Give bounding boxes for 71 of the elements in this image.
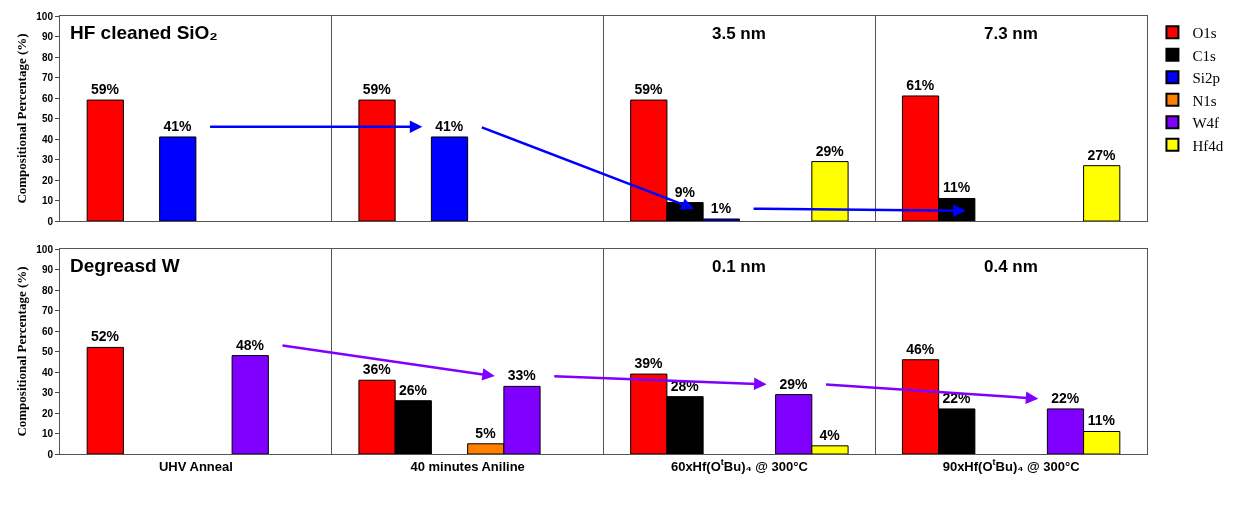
data-label: 61% xyxy=(906,76,935,93)
data-label: 48% xyxy=(235,336,265,353)
annotation: 3.5 nm xyxy=(712,24,766,43)
y-axis-title: Compositional Percentage (%) xyxy=(14,33,30,204)
x-tick-label: UHV Anneal xyxy=(158,458,233,474)
y-tick-label: 10 xyxy=(41,428,54,440)
bar xyxy=(430,136,469,222)
data-label: 11% xyxy=(942,179,971,196)
y-tick-label: 50 xyxy=(41,113,54,125)
y-axis-title: Compositional Percentage (%) xyxy=(14,266,30,437)
legend-label: N1s xyxy=(1192,92,1217,109)
data-label: 59% xyxy=(362,81,392,98)
y-tick-label: 90 xyxy=(41,31,54,42)
bar xyxy=(86,99,124,222)
bar xyxy=(358,99,396,222)
y-tick-label: 80 xyxy=(41,51,54,63)
legend-label: O1s xyxy=(1192,25,1217,42)
annotation: 7.3 nm xyxy=(984,24,1038,43)
y-tick-label: 80 xyxy=(41,284,54,296)
data-label: 1% xyxy=(710,199,732,216)
data-label: 5% xyxy=(475,424,497,441)
bar xyxy=(159,136,197,222)
y-tick-label: 10 xyxy=(41,195,54,207)
y-tick-label: 30 xyxy=(41,154,54,166)
data-label: 9% xyxy=(674,183,696,200)
legend-label: Hf4d xyxy=(1192,137,1224,154)
data-label: 33% xyxy=(507,367,537,384)
annotation: 0.4 nm xyxy=(984,257,1038,276)
data-label: 59% xyxy=(91,81,120,98)
data-label: 46% xyxy=(906,340,935,357)
data-label: 29% xyxy=(779,375,809,392)
annotation: HF cleaned SiO₂ xyxy=(70,22,218,43)
y-tick-label: 40 xyxy=(41,366,54,378)
data-label: 41% xyxy=(163,117,193,134)
data-label: 11% xyxy=(1087,412,1116,429)
annotation: Degreasd W xyxy=(70,255,180,276)
data-label: 4% xyxy=(819,426,841,443)
y-tick-label: 60 xyxy=(41,92,54,104)
x-tick-label: 40 minutes Aniline xyxy=(410,458,525,474)
data-label: 52% xyxy=(91,328,120,345)
y-tick-label: 0 xyxy=(47,215,54,227)
y-tick-label: 100 xyxy=(36,243,54,255)
legend-label: C1s xyxy=(1192,47,1216,64)
data-label: 26% xyxy=(398,381,428,398)
y-tick-label: 70 xyxy=(41,72,54,84)
data-label: 39% xyxy=(634,355,664,372)
data-label: 36% xyxy=(362,361,392,378)
data-label: 59% xyxy=(634,81,664,98)
data-label: 27% xyxy=(1087,146,1116,163)
y-tick-label: 0 xyxy=(47,448,54,460)
legend-label: Si2p xyxy=(1192,70,1220,87)
bar xyxy=(86,346,124,455)
annotation: 0.1 nm xyxy=(712,257,766,276)
bar xyxy=(811,161,849,222)
bar xyxy=(231,355,269,455)
y-tick-label: 100 xyxy=(36,10,54,22)
y-tick-label: 20 xyxy=(41,407,54,419)
y-tick-label: 70 xyxy=(41,305,54,317)
y-tick-label: 90 xyxy=(41,264,54,275)
data-label: 22% xyxy=(1051,389,1080,406)
y-tick-label: 40 xyxy=(41,133,54,145)
x-tick-label: 60xHf(O$^{t}$Bu)₄ @ 300°C xyxy=(670,457,809,474)
x-tick-label: 90xHf(O$^{t}$Bu)₄ @ 300°C xyxy=(942,457,1081,474)
y-tick-label: 60 xyxy=(41,325,54,337)
legend-label: W4f xyxy=(1192,115,1220,132)
y-tick-label: 50 xyxy=(41,346,54,358)
data-label: 29% xyxy=(815,142,845,159)
y-tick-label: 20 xyxy=(41,174,54,186)
data-label: 41% xyxy=(435,117,464,134)
y-tick-label: 30 xyxy=(41,387,54,399)
bar xyxy=(1083,165,1121,222)
